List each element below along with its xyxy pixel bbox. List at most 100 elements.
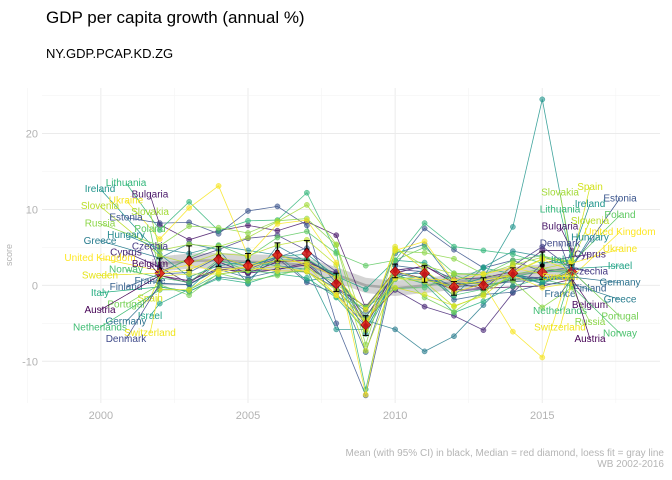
series-point	[480, 327, 487, 333]
country-label-right: Spain	[577, 182, 603, 193]
series-point	[304, 274, 310, 281]
country-label-left: Austria	[84, 305, 116, 316]
series-point	[304, 268, 310, 274]
mean-point	[539, 263, 545, 269]
country-label-left: Norway	[109, 265, 143, 276]
label-leader	[571, 283, 621, 300]
label-leader	[571, 270, 621, 317]
label-leader	[559, 282, 573, 328]
series-point	[510, 251, 516, 258]
label-leader	[571, 268, 591, 272]
series-point	[304, 189, 310, 196]
x-tick-label: 2010	[383, 410, 407, 422]
series-point	[245, 277, 251, 284]
series-point	[362, 306, 369, 313]
series-point	[451, 271, 457, 277]
summary-layer	[154, 240, 578, 336]
median-diamond	[389, 266, 401, 278]
series-point	[186, 199, 192, 205]
country-label-right: Hungary	[571, 233, 609, 244]
series-point	[421, 244, 428, 251]
country-label-left: Greece	[84, 236, 117, 247]
label-leader	[559, 209, 573, 262]
series-point	[186, 287, 192, 293]
median-diamond	[507, 267, 519, 279]
series-point	[186, 279, 192, 286]
label-leader	[99, 240, 160, 259]
y-tick-label: 10	[26, 204, 38, 216]
series-point	[245, 208, 251, 214]
label-leader	[571, 287, 591, 323]
axis-layer: score 2000 2005 2010 2015 -10 0 10 20	[4, 129, 555, 422]
series-point	[186, 292, 192, 299]
y-axis-title: score	[4, 244, 14, 266]
country-label-left: Finland	[110, 282, 143, 293]
country-label-left: Russia	[85, 218, 116, 229]
country-label-left: Cyprus	[110, 247, 142, 258]
country-label-right: Slovakia	[541, 188, 579, 199]
series-point	[274, 221, 281, 227]
series-point	[539, 96, 546, 103]
series-line	[159, 205, 572, 397]
label-leader	[559, 279, 572, 295]
series-point	[480, 298, 487, 305]
label-leader	[571, 248, 621, 264]
label-leader	[149, 280, 160, 284]
country-label-left: Hungary	[107, 230, 145, 241]
country-label-left: Czechia	[132, 242, 169, 253]
label-leader	[559, 226, 573, 251]
country-label-right: Netherlands	[533, 306, 587, 317]
label-leader	[99, 272, 160, 276]
label-leader	[99, 286, 160, 294]
country-label-left: Estonia	[109, 213, 143, 224]
median-diamond	[330, 278, 342, 290]
country-label-left: Ireland	[85, 184, 116, 195]
country-label-left: Italy	[91, 288, 109, 299]
series-point	[304, 202, 310, 208]
series-point	[510, 283, 516, 289]
series-point	[510, 289, 516, 296]
series-point	[451, 255, 457, 262]
country-label-right: United Kingdom	[584, 227, 655, 238]
label-leader	[149, 246, 161, 272]
country-label-left: Portugal	[107, 299, 144, 310]
country-label-right: Norway	[603, 328, 637, 339]
country-label-left: Slovenia	[81, 201, 120, 212]
series-point	[392, 247, 398, 254]
label-leader	[99, 275, 160, 311]
country-label-right: Poland	[604, 210, 635, 221]
label-leader	[125, 217, 160, 224]
label-layer: LithuaniaIrelandBulgariaUkraineSloveniaS…	[64, 178, 655, 345]
median-diamond	[448, 281, 460, 293]
median-diamond	[478, 279, 489, 291]
series-point	[480, 265, 487, 271]
series-point	[539, 354, 546, 361]
series-point	[333, 241, 340, 248]
label-leader	[571, 203, 591, 256]
chart-title: GDP per capita growth (annual %)	[46, 8, 305, 27]
series-point	[362, 262, 369, 269]
label-leader	[559, 243, 573, 275]
country-label-right: Cyprus	[574, 250, 606, 261]
country-label-right: Belgium	[572, 300, 608, 311]
country-label-right: Ukraine	[603, 244, 638, 255]
country-label-left: Belgium	[132, 259, 168, 270]
country-label-left: Ukraine	[109, 195, 144, 206]
label-leader	[125, 283, 161, 340]
country-label-right: Portugal	[601, 311, 638, 322]
series-point	[539, 284, 546, 291]
country-label-right: Denmark	[540, 238, 582, 249]
label-leader	[571, 220, 591, 263]
series-point	[421, 303, 428, 310]
median-diamond	[360, 319, 372, 331]
country-label-left: Bulgaria	[132, 190, 169, 201]
label-leader	[559, 270, 572, 278]
series-point	[333, 326, 340, 333]
series-point	[245, 217, 251, 224]
caption-line-1: Mean (with 95% CI) in black, Median = re…	[345, 448, 665, 459]
series-point	[215, 183, 222, 189]
label-leader	[571, 231, 621, 278]
median-diamond	[301, 248, 313, 259]
label-leader	[99, 188, 160, 255]
